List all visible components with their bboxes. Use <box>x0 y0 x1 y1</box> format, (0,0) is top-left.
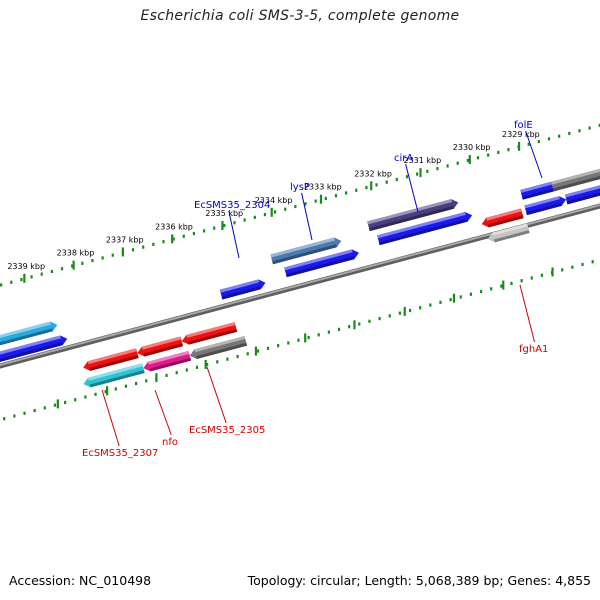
gene-label-fgha1: fghA1 <box>519 344 548 355</box>
feature-f10-arrow <box>524 196 567 216</box>
scale-ring: 2339 kbp 2338 kbp 2337 kbp 2336 kbp 2335 kbp… <box>0 123 600 421</box>
feature-r6-arrow <box>189 335 248 360</box>
gene-label-nfo: nfo <box>162 437 178 448</box>
gene-label-ecsms35-2304: EcSMS35_2304 <box>194 200 270 211</box>
gene-label-cira: cirA <box>394 153 413 164</box>
tick-label: 2334 kbp <box>255 196 293 205</box>
leader-line <box>525 130 543 179</box>
gene-label-ecsms35-2307: EcSMS35_2307 <box>82 448 158 459</box>
leader-line <box>405 163 419 213</box>
gene-label-fole: folE <box>514 120 533 131</box>
feature-f2-arrow <box>0 335 68 368</box>
feature-f8-arrow <box>520 180 563 200</box>
tick-label: 2336 kbp <box>155 222 193 231</box>
tick-label: 2339 kbp <box>7 262 45 271</box>
leader-line <box>301 192 313 241</box>
accession-text: Accession: NC_010498 <box>9 573 152 588</box>
feature-f6-arrow <box>367 199 459 232</box>
leader-line <box>101 389 120 447</box>
genome-summary-text: Topology: circular; Length: 5,068,389 bp… <box>247 573 591 588</box>
feature-f11-arrow <box>564 178 600 205</box>
tick-label: 2329 kbp <box>502 130 540 139</box>
feature-f4-arrow <box>270 237 342 265</box>
feature-r1-arrow <box>83 348 139 371</box>
backbone-line <box>0 203 600 369</box>
inner-tick-ring <box>3 260 594 421</box>
tick-label: 2335 kbp <box>205 209 243 218</box>
map-title: Escherichia coli SMS-3-5, complete genom… <box>140 8 460 24</box>
tick-label: 2330 kbp <box>453 143 491 152</box>
tick-label: 2337 kbp <box>106 235 144 244</box>
feature-f3-arrow <box>219 279 266 300</box>
feature-f7-arrow <box>377 211 473 246</box>
leader-line <box>154 389 172 436</box>
outer-tick-ring <box>0 123 600 287</box>
gene-label-ecsms35-2305: EcSMS35_2305 <box>189 425 265 436</box>
feature-f1-arrow <box>0 321 58 352</box>
gene-label-layer: EcSMS35_2304 lysP cirA folE EcSMS35_2307 nfo E… <box>82 120 548 459</box>
feature-r4-arrow <box>83 363 145 388</box>
feature-r3-arrow <box>181 322 238 345</box>
tick-label: 2338 kbp <box>57 249 95 258</box>
tick-label: 2331 kbp <box>404 156 442 165</box>
leader-line <box>206 366 227 424</box>
leader-line <box>228 210 240 259</box>
tick-label: 2332 kbp <box>354 169 392 178</box>
feature-r5-arrow <box>143 350 192 372</box>
feature-r8-arrow <box>487 223 530 243</box>
feature-track <box>0 165 600 388</box>
gene-label-lysp: lysP <box>290 182 310 193</box>
tick-label: 2333 kbp <box>304 183 342 192</box>
feature-r7-arrow <box>481 208 524 228</box>
sequence-backbone <box>0 203 600 369</box>
leader-line <box>519 284 535 343</box>
feature-r2-arrow <box>137 336 184 357</box>
feature-f5-arrow <box>284 249 359 278</box>
